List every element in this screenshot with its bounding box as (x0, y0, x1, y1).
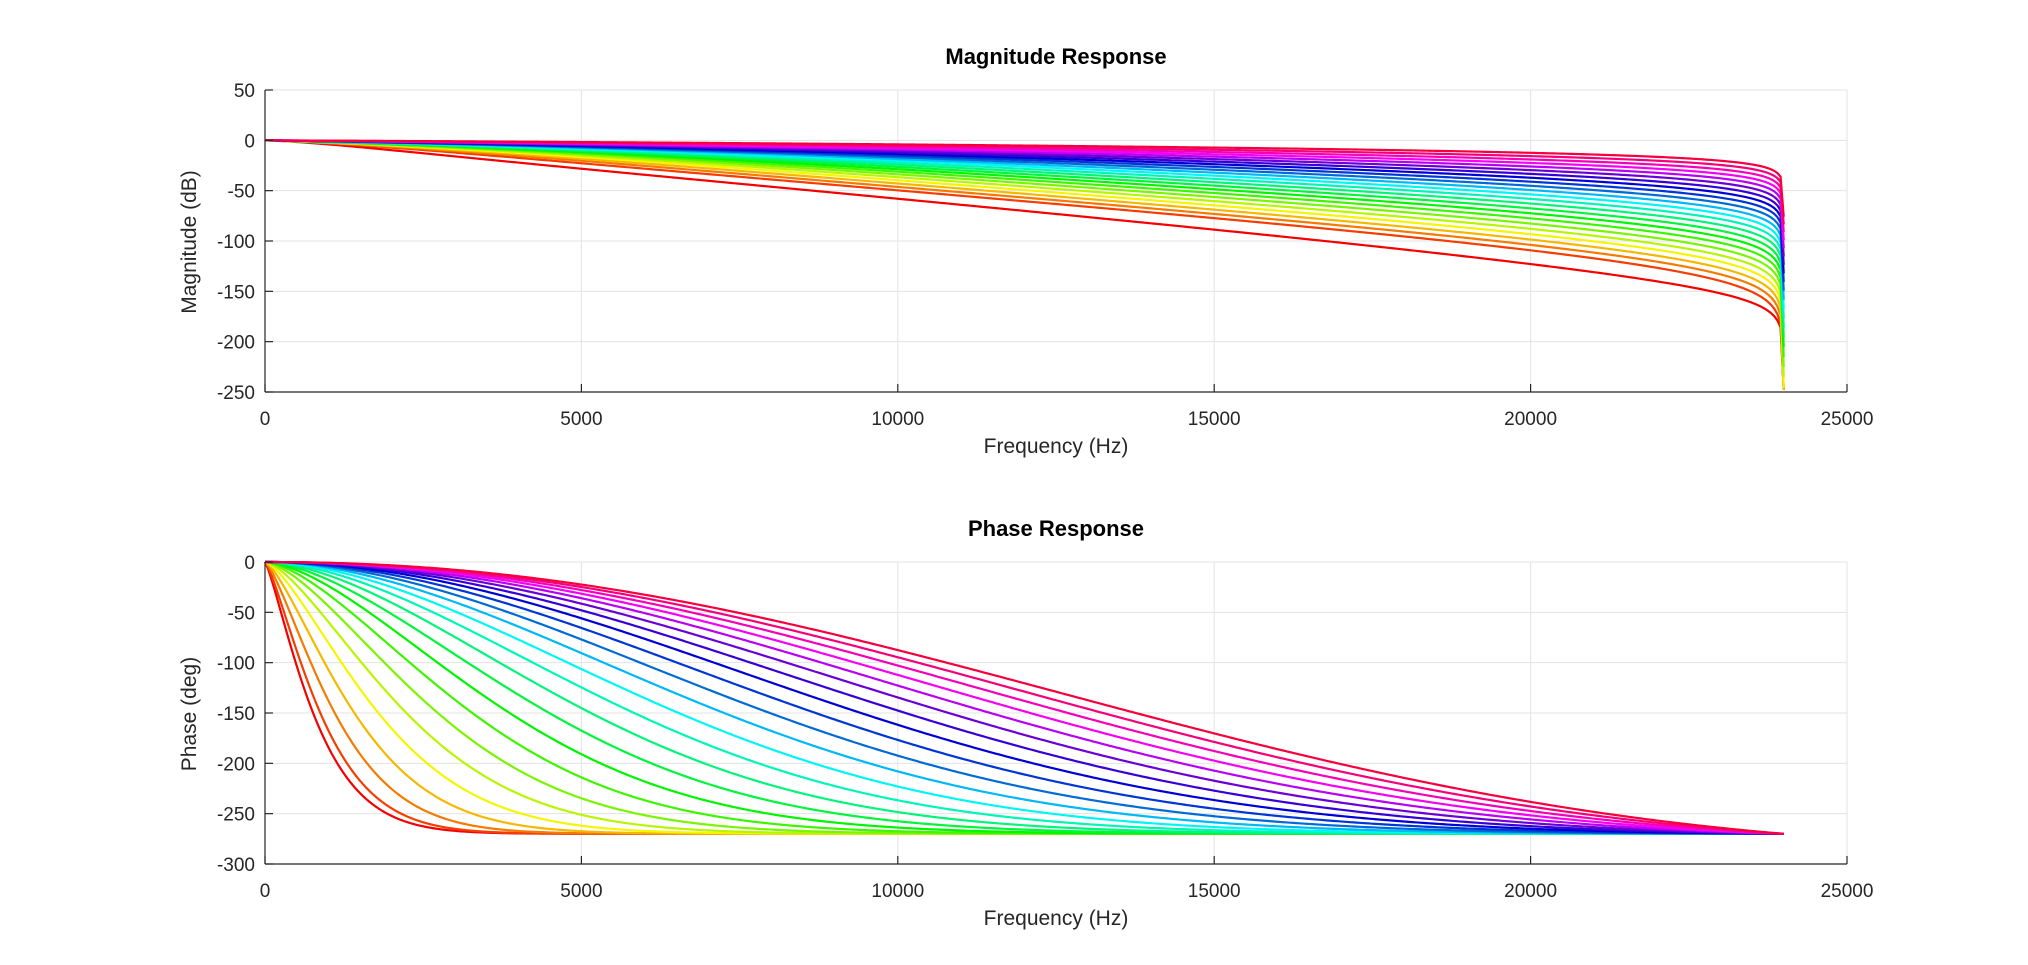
response-curve-4 (264, 561, 1784, 835)
x-tick-label: 0 (260, 409, 271, 430)
x-tick-label: 10000 (871, 881, 924, 902)
response-curve-19 (265, 560, 1784, 835)
response-curve-22 (265, 560, 1784, 835)
response-curve-10 (264, 560, 1784, 835)
x-tick-label: 15000 (1188, 409, 1241, 430)
phase-xlabel: Frequency (Hz) (984, 907, 1129, 930)
phase-plot: Phase Response 0 5000 10000 15000 20000 25000… (178, 516, 1873, 930)
y-tick-label: -150 (217, 282, 255, 303)
response-curve-13 (264, 139, 1785, 309)
y-tick-label: -150 (217, 704, 255, 725)
magnitude-curves (264, 139, 1785, 391)
magnitude-plot: Magnitude Response 0 5000 10000 15000 20000 2… (178, 44, 1873, 458)
response-curve-18 (264, 560, 1784, 835)
response-curve-17 (264, 560, 1784, 835)
response-curve-6 (264, 560, 1784, 835)
x-tick-label: 5000 (560, 881, 602, 902)
phase-ylabel: Phase (deg) (178, 657, 201, 771)
x-tick-label: 20000 (1504, 881, 1557, 902)
response-curve-21 (265, 560, 1784, 835)
response-curve-20 (265, 560, 1784, 835)
y-tick-label: -100 (217, 232, 255, 253)
response-curve-23 (265, 560, 1784, 835)
response-curve-5 (264, 560, 1784, 835)
response-curve-8 (264, 560, 1784, 835)
response-curve-3 (264, 139, 1785, 391)
y-tick-label: -250 (217, 383, 255, 404)
response-curve-12 (264, 560, 1784, 835)
response-curve-2 (264, 139, 1785, 391)
x-tick-label: 25000 (1821, 409, 1874, 430)
response-curve-3 (264, 561, 1784, 835)
magnitude-title: Magnitude Response (945, 44, 1166, 69)
response-curve-13 (264, 560, 1784, 835)
response-curve-11 (264, 560, 1784, 835)
x-tick-label: 20000 (1504, 409, 1557, 430)
response-curve-5 (264, 139, 1785, 388)
x-tick-label: 0 (260, 881, 271, 902)
response-curve-2 (264, 561, 1784, 835)
magnitude-xlabel: Frequency (Hz) (984, 435, 1129, 458)
x-tick-label: 15000 (1188, 881, 1241, 902)
x-tick-label: 10000 (871, 409, 924, 430)
x-tick-label: 25000 (1821, 881, 1874, 902)
response-curve-7 (264, 560, 1784, 835)
y-tick-label: -250 (217, 805, 255, 826)
y-tick-label: -200 (217, 754, 255, 775)
response-curve-9 (264, 560, 1784, 835)
response-curve-14 (264, 560, 1784, 835)
y-tick-label: -100 (217, 654, 255, 675)
y-tick-label: -200 (217, 333, 255, 354)
y-tick-label: 0 (244, 553, 255, 574)
y-tick-label: -50 (228, 182, 255, 203)
y-tick-label: -300 (217, 855, 255, 876)
response-curve-24 (265, 560, 1784, 835)
x-tick-label: 5000 (560, 409, 602, 430)
y-tick-label: 0 (244, 131, 255, 152)
response-curve-24 (264, 139, 1785, 217)
response-curve-15 (264, 560, 1784, 835)
y-tick-label: -50 (228, 603, 255, 624)
response-curve-1 (263, 561, 1784, 835)
response-curve-16 (264, 560, 1784, 835)
magnitude-ylabel: Magnitude (dB) (178, 170, 201, 314)
phase-title: Phase Response (968, 516, 1144, 541)
response-curve-4 (264, 139, 1785, 391)
y-tick-label: 50 (234, 81, 255, 102)
phase-curves (263, 560, 1784, 835)
response-curve-1 (264, 139, 1785, 391)
